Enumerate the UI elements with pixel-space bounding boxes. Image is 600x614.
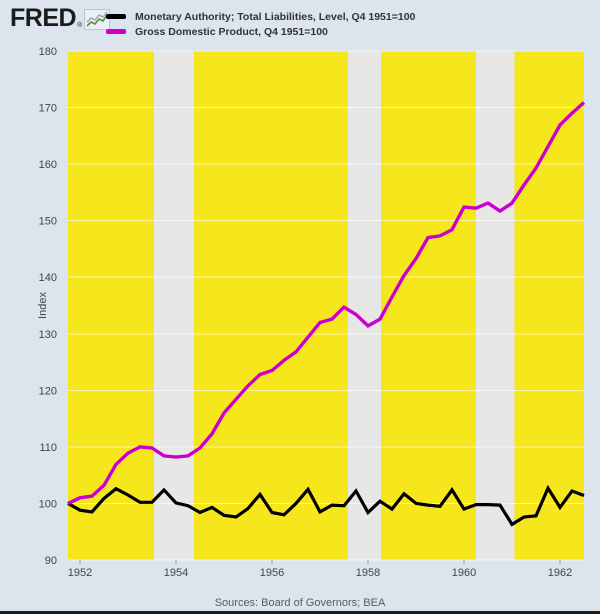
x-tick-label: 1960	[452, 567, 476, 579]
x-tick-label: 1958	[356, 567, 380, 579]
x-tick-label: 1962	[548, 567, 572, 579]
legend-swatch-magenta	[106, 29, 126, 34]
series-line-0	[67, 484, 585, 527]
recession-band	[347, 51, 381, 560]
y-axis-title: Index	[37, 292, 49, 319]
y-tick-label: 110	[39, 442, 57, 454]
legend-item-monetary-authority: Monetary Authority; Total Liabilities, L…	[106, 10, 415, 23]
recession-band	[476, 51, 515, 560]
legend-swatch-black	[106, 14, 126, 19]
legend-label: Monetary Authority; Total Liabilities, L…	[135, 10, 416, 23]
y-tick-label: 130	[39, 329, 57, 341]
y-tick-label: 100	[39, 498, 57, 510]
sparkline-icon	[84, 9, 111, 30]
fred-logo-text: FRED	[10, 4, 77, 32]
y-tick-label: 160	[39, 159, 57, 171]
legend-label: Gross Domestic Product, Q4 1951=100	[135, 25, 328, 38]
y-tick-label: 150	[39, 216, 57, 228]
y-tick-label: 180	[39, 46, 57, 58]
chart-legend: Monetary Authority; Total Liabilities, L…	[106, 10, 415, 40]
registered-mark-icon: ®	[77, 22, 83, 29]
legend-item-gdp: Gross Domestic Product, Q4 1951=100	[106, 25, 415, 38]
recession-band	[153, 51, 194, 560]
sources-note: Sources: Board of Governors; BEA	[214, 597, 386, 609]
x-tick-label: 1954	[164, 567, 188, 579]
y-tick-label: 140	[39, 272, 57, 284]
chart-header: FRED ® Monetary Authority; Total Liabilit…	[0, 0, 600, 40]
x-tick-label: 1956	[260, 567, 284, 579]
y-tick-label: 170	[39, 103, 57, 115]
y-tick-label: 90	[45, 555, 57, 567]
y-tick-label: 120	[39, 385, 57, 397]
x-tick-label: 1952	[68, 567, 92, 579]
fred-logo[interactable]: FRED ®	[10, 4, 111, 32]
bottom-bar	[0, 611, 600, 614]
series-line-1	[67, 101, 586, 505]
